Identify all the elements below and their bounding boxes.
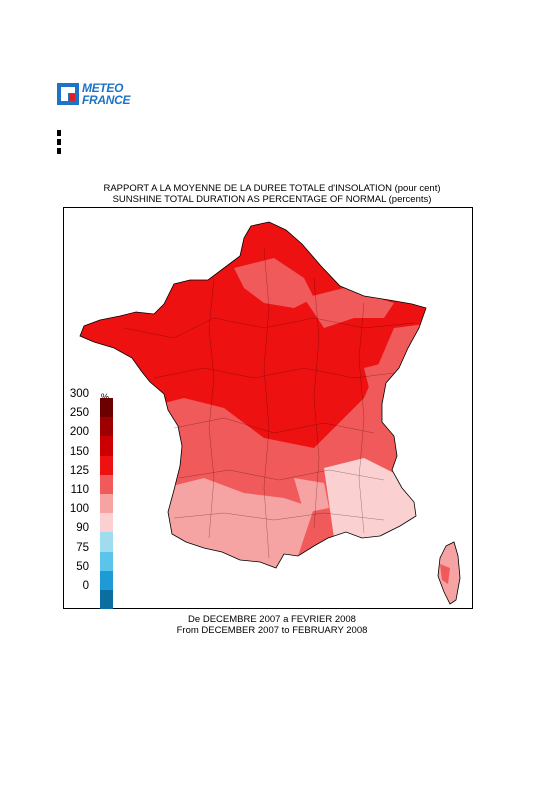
map-title: RAPPORT A LA MOYENNE DE LA DUREE TOTALE … (0, 183, 544, 205)
legend-swatch-125 (100, 474, 113, 494)
period-caption: De DECEMBRE 2007 a FEVRIER 2008 From DEC… (0, 614, 544, 636)
legend-swatch-300 (100, 398, 113, 418)
mainland-france (80, 222, 426, 568)
legend-swatch-50 (100, 570, 113, 590)
zone-110-125-south-west (164, 478, 314, 568)
zone-125-150-north-patch (234, 258, 314, 308)
legend-swatch-110 (100, 494, 113, 514)
legend-label-150: 150 (69, 445, 89, 458)
legend-label-250: 250 (69, 407, 89, 420)
legend-swatch-100 (100, 513, 113, 533)
period-french: De DECEMBRE 2007 a FEVRIER 2008 (188, 614, 356, 625)
legend-swatch-250 (100, 417, 113, 437)
logo-text: METEO FRANCE (82, 81, 131, 107)
legend-label-200: 200 (69, 426, 89, 439)
department-borders (123, 247, 415, 559)
period-english: From DECEMBER 2007 to FEBRUARY 2008 (176, 625, 368, 636)
corsica (437, 541, 461, 605)
small-marks (57, 130, 61, 154)
legend-swatch-75 (100, 551, 113, 571)
legend-label-110: 110 (70, 484, 89, 496)
france-sunshine-map (79, 221, 461, 605)
legend-swatch-90 (100, 532, 113, 552)
logo-line2: FRANCE (82, 93, 131, 107)
corsica-west-zone (440, 564, 450, 584)
legend-label-0: 0 (82, 580, 89, 592)
legend-swatch-200 (100, 436, 113, 456)
legend-label-300: 300 (69, 388, 89, 400)
meteo-france-logo: METEO FRANCE (57, 82, 141, 108)
zone-125-150-east-patch (304, 288, 394, 328)
meteo-france-logo-icon (57, 83, 79, 105)
legend-label-100: 100 (69, 503, 89, 516)
legend-unit: % (101, 392, 110, 402)
zone-110-125-cevennes (294, 478, 329, 513)
logo-line1: METEO (82, 81, 124, 95)
legend-swatch-150 (100, 455, 113, 475)
legend-label-90: 90 (76, 522, 89, 535)
map-frame (63, 207, 473, 609)
legend: % 300 250 200 150 125 110 100 90 75 50 0 (63, 385, 123, 610)
legend-label-125: 125 (69, 464, 89, 477)
title-english: SUNSHINE TOTAL DURATION AS PERCENTAGE OF… (112, 194, 432, 205)
legend-swatch-0 (100, 590, 113, 610)
legend-label-50: 50 (76, 560, 89, 573)
legend-label-75: 75 (76, 541, 89, 554)
title-french: RAPPORT A LA MOYENNE DE LA DUREE TOTALE … (103, 183, 441, 194)
zone-100-110-south-east (324, 458, 424, 538)
france-border (79, 221, 427, 569)
